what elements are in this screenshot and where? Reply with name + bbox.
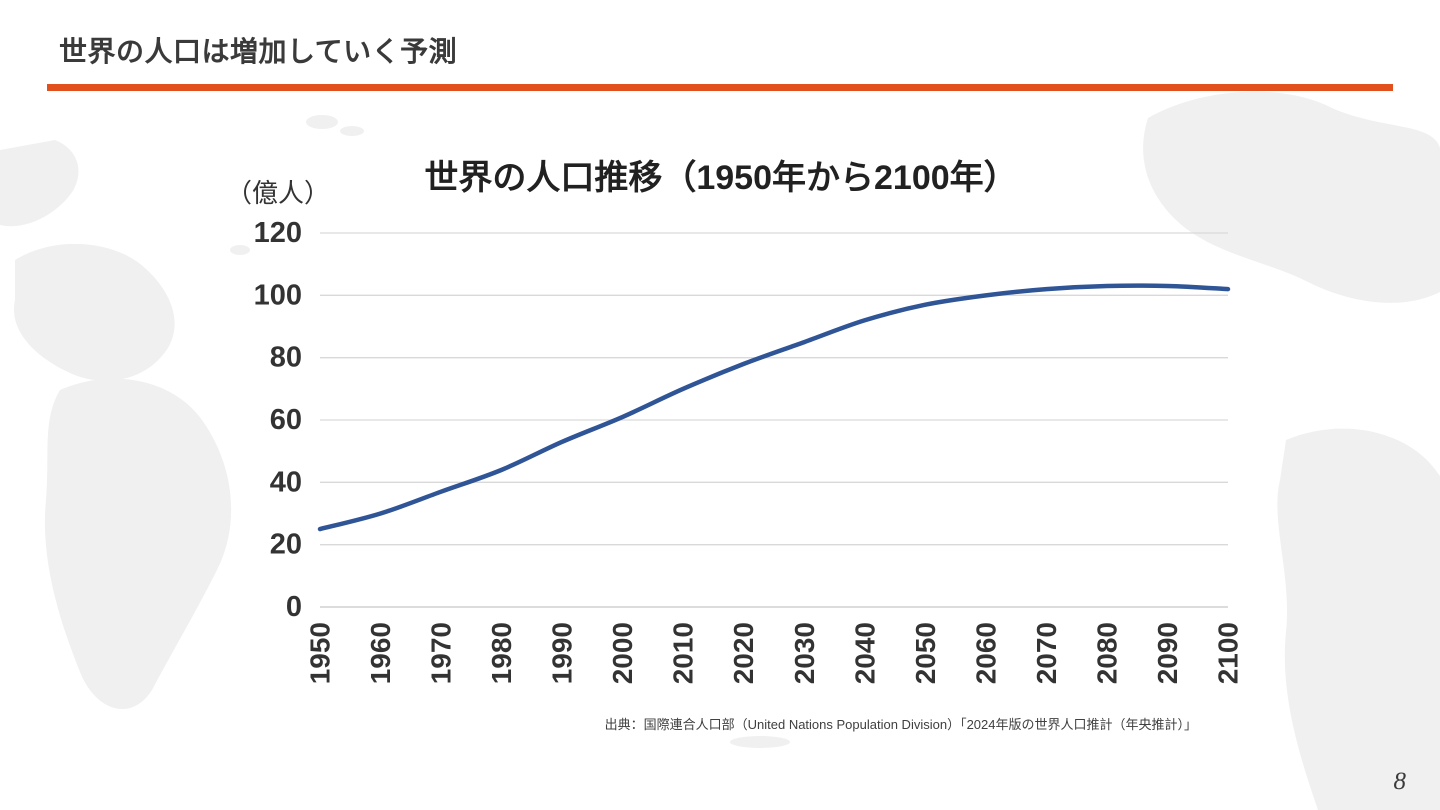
map-island xyxy=(730,736,790,748)
map-landmass xyxy=(44,378,232,710)
svg-text:2000: 2000 xyxy=(607,622,638,684)
svg-text:2020: 2020 xyxy=(728,622,759,684)
svg-text:2080: 2080 xyxy=(1091,622,1122,684)
svg-text:40: 40 xyxy=(270,466,302,498)
svg-text:100: 100 xyxy=(254,279,302,311)
svg-text:1960: 1960 xyxy=(365,622,396,684)
chart-title: 世界の人口推移（1950年から2100年） xyxy=(424,159,1018,197)
svg-text:2030: 2030 xyxy=(789,622,820,684)
svg-text:0: 0 xyxy=(286,591,302,623)
map-landmass xyxy=(13,243,175,381)
svg-text:2050: 2050 xyxy=(910,622,941,684)
svg-text:2060: 2060 xyxy=(970,622,1001,684)
svg-text:2070: 2070 xyxy=(1031,622,1062,684)
svg-text:1990: 1990 xyxy=(547,622,578,684)
svg-text:20: 20 xyxy=(270,529,302,561)
chart-source: 出典：国際連合人口部（United Nations Population Div… xyxy=(604,717,1197,732)
chart-unit-label: （億人） xyxy=(226,178,331,208)
map-landmass xyxy=(1143,91,1440,303)
svg-text:2040: 2040 xyxy=(849,622,880,684)
page-number: 8 xyxy=(1393,768,1407,795)
svg-text:80: 80 xyxy=(270,342,302,374)
map-island xyxy=(306,115,338,129)
map-landmass xyxy=(1277,428,1440,810)
svg-text:2090: 2090 xyxy=(1152,622,1183,684)
svg-text:120: 120 xyxy=(254,217,302,249)
svg-text:2100: 2100 xyxy=(1213,622,1244,684)
svg-text:1980: 1980 xyxy=(486,622,517,684)
svg-text:60: 60 xyxy=(270,404,302,436)
svg-text:1950: 1950 xyxy=(305,622,336,684)
map-landmass xyxy=(0,140,79,227)
svg-text:1970: 1970 xyxy=(426,622,457,684)
svg-text:2010: 2010 xyxy=(668,622,699,684)
map-island xyxy=(340,126,364,136)
slide-title: 世界の人口は増加していく予測 xyxy=(59,36,458,67)
accent-rule xyxy=(47,84,1393,91)
map-island xyxy=(230,245,250,255)
